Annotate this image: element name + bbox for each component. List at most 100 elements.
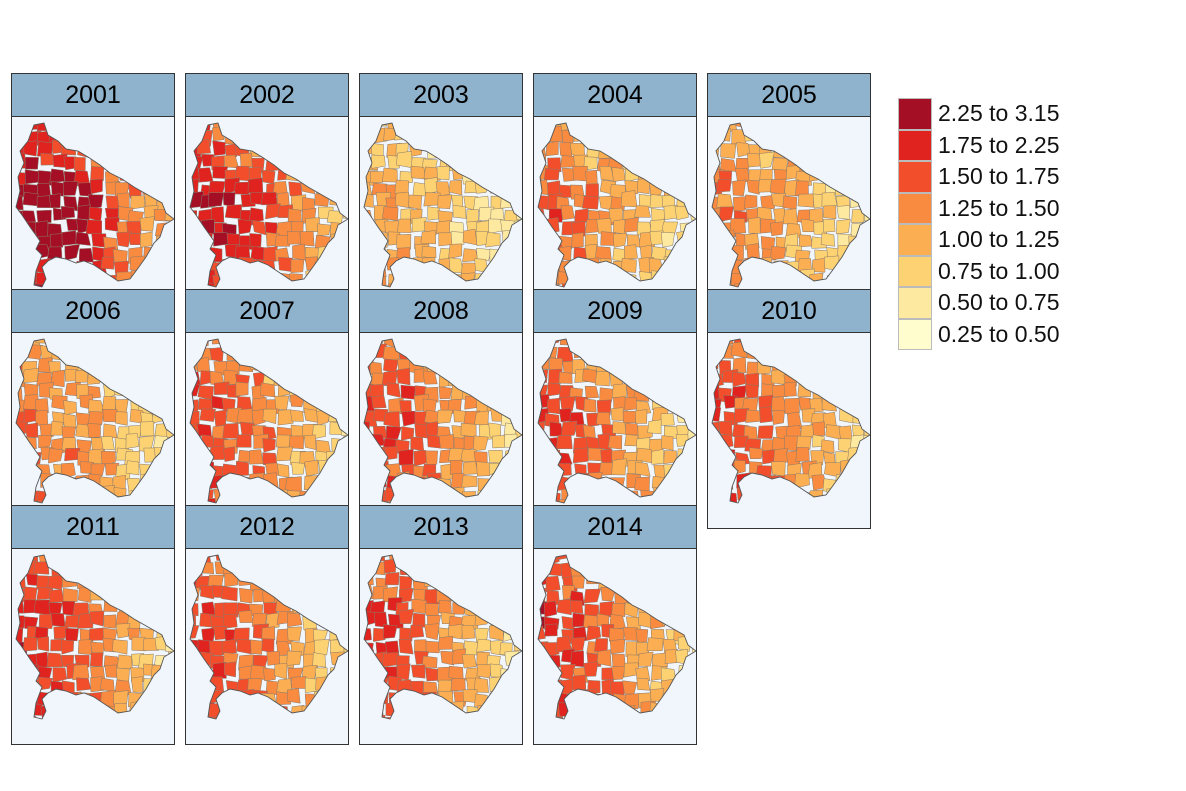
district-region (796, 498, 813, 503)
district-region (33, 599, 51, 616)
district-region (314, 260, 328, 276)
district-region (156, 564, 173, 579)
district-region (720, 143, 737, 159)
district-region (821, 191, 838, 208)
district-region (835, 180, 849, 196)
district-region (863, 393, 870, 410)
district-region (784, 397, 800, 414)
district-region (129, 123, 147, 130)
district-region (759, 151, 775, 169)
state-outline (363, 338, 522, 504)
district-region (165, 179, 174, 193)
district-region (574, 463, 587, 479)
district-region (364, 274, 375, 287)
district-region (249, 356, 265, 372)
district-region (515, 600, 522, 614)
district-region (609, 144, 626, 159)
district-region (514, 339, 522, 346)
district-region (64, 129, 80, 144)
district-region (252, 689, 269, 705)
district-region (303, 434, 317, 451)
district-region (104, 139, 120, 157)
district-region (782, 208, 799, 225)
district-region (235, 339, 253, 345)
district-region (364, 236, 371, 250)
district-region (435, 181, 451, 197)
district-region (538, 339, 547, 350)
district-region (150, 374, 168, 389)
district-region (156, 625, 171, 639)
district-region (164, 153, 174, 170)
district-region (164, 243, 174, 260)
district-region (712, 126, 720, 141)
district-region (544, 623, 558, 637)
district-region (104, 664, 118, 678)
district-region (475, 602, 489, 618)
district-region (196, 675, 212, 692)
district-region (836, 384, 851, 397)
district-region (167, 143, 174, 160)
district-region (625, 558, 640, 577)
district-region (840, 123, 852, 131)
district-region (326, 573, 343, 586)
district-region (289, 572, 302, 588)
district-region (798, 234, 813, 248)
district-region (448, 179, 463, 196)
district-region (47, 574, 64, 590)
district-region (651, 345, 667, 361)
district-region (409, 123, 423, 131)
district-region (382, 346, 400, 361)
district-region (690, 576, 696, 592)
district-region (408, 127, 426, 145)
legend-item: 1.75 to 2.25 (898, 129, 1060, 161)
district-region (814, 141, 830, 155)
district-region (743, 123, 758, 132)
district-region (794, 180, 809, 196)
district-region (364, 584, 375, 601)
district-region (16, 438, 26, 454)
district-region (198, 668, 211, 683)
district-region (748, 339, 764, 349)
panel-year-label: 2005 (708, 74, 870, 117)
district-region (275, 555, 290, 564)
district-region (836, 205, 850, 220)
district-region (799, 138, 815, 156)
district-region (689, 156, 696, 170)
district-region (288, 584, 304, 600)
district-region (140, 472, 153, 489)
district-map (711, 338, 870, 529)
district-region (144, 694, 160, 708)
district-region (413, 555, 427, 562)
district-region (422, 339, 438, 343)
district-region (568, 339, 587, 350)
district-region (712, 472, 724, 487)
district-region (597, 346, 613, 362)
district-region (517, 123, 522, 131)
district-region (490, 600, 507, 615)
district-region (344, 584, 348, 600)
district-region (736, 487, 753, 502)
district-region (761, 516, 775, 529)
district-region (398, 273, 412, 287)
district-region (548, 491, 561, 503)
district-region (672, 400, 690, 413)
district-region (75, 555, 90, 561)
district-region (516, 653, 522, 669)
district-region (103, 614, 117, 629)
district-region (452, 560, 467, 577)
district-region (722, 514, 736, 528)
district-region (190, 464, 200, 480)
district-region (433, 485, 450, 500)
district-region (587, 348, 602, 362)
district-region (850, 259, 863, 273)
district-region (167, 347, 174, 361)
district-region (436, 409, 453, 424)
district-region (835, 272, 850, 286)
district-region (821, 395, 838, 412)
district-region (663, 123, 679, 133)
district-region (518, 585, 522, 600)
district-region (238, 704, 252, 719)
district-region (476, 559, 490, 576)
district-region (783, 382, 797, 397)
district-region (757, 272, 773, 287)
